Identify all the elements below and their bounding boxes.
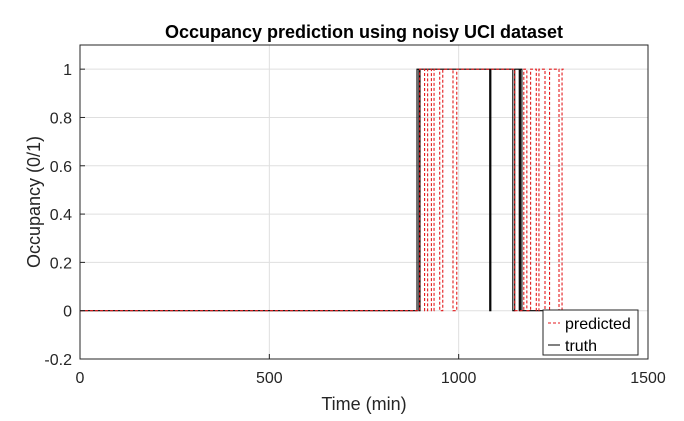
legend-label-truth: truth [565, 338, 597, 355]
legend: predicted truth [542, 309, 639, 356]
x-tick-label: 1000 [441, 370, 477, 387]
y-tick-label: 1 [63, 62, 72, 79]
y-tick-label: 0.2 [50, 255, 72, 272]
x-axis-label: Time (min) [321, 394, 406, 414]
y-tick-label: 0.8 [50, 110, 72, 127]
legend-label-predicted: predicted [565, 316, 631, 333]
y-tick-label: 0.6 [50, 159, 72, 176]
y-tick-label: 0 [63, 304, 72, 321]
y-tick-label: -0.2 [44, 352, 72, 369]
plot-frame [79, 44, 649, 360]
x-tick-label: 0 [76, 370, 85, 387]
x-tick-label: 500 [256, 370, 283, 387]
chart-title: Occupancy prediction using noisy UCI dat… [165, 22, 563, 42]
y-tick-label: 0.4 [50, 207, 72, 224]
ticks: 0 500 1000 1500-0.200.20.40.60.81 [44, 62, 665, 387]
legend-box [542, 309, 639, 356]
x-tick-label: 1500 [630, 370, 666, 387]
y-axis-label: Occupancy (0/1) [24, 136, 44, 268]
